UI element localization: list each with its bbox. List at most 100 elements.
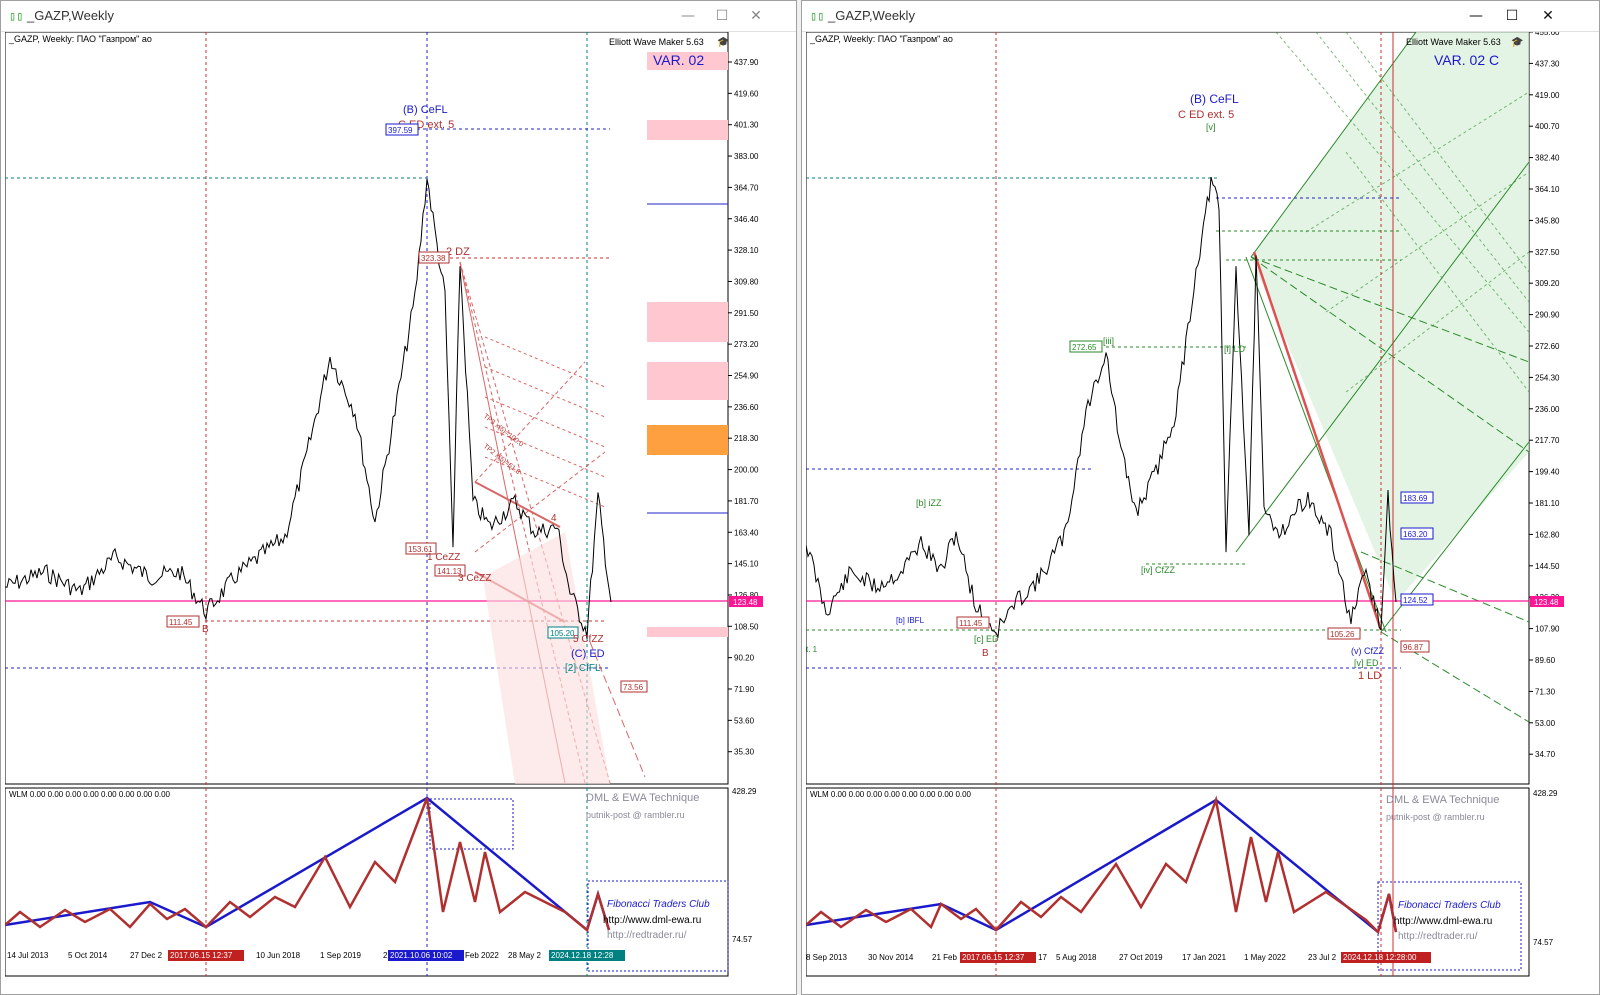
date-tick: 27 Oct 2019 (1119, 953, 1163, 962)
price-tick-label: 401.30 (734, 121, 759, 130)
wave-label-2-cffl: [2] CfFL (565, 663, 601, 674)
date-tick: 5 Aug 2018 (1056, 953, 1097, 962)
price-tick-label: 71.30 (1535, 687, 1556, 696)
price-tag-124: 124.52 (1403, 596, 1428, 605)
time-marker-3: 2024.12.18 12:28 (551, 951, 614, 960)
wave-label-b-cefl: (B) CeFL (1190, 92, 1239, 106)
chart-canvas[interactable]: (B) CeFL C ED ext. 5 397.59 2 DZ 323.38 … (5, 32, 793, 994)
price-tick-label: 419.00 (1535, 91, 1560, 100)
price-tick-label: 291.50 (734, 309, 759, 318)
price-tick-label: 126.80 (734, 591, 759, 600)
terminal-window-right: ▯▯ _GAZP,Weekly — ☐ ✕ (801, 0, 1600, 995)
price-tick-label: 181.70 (734, 497, 759, 506)
price-tag-183: 183.69 (1403, 494, 1428, 503)
date-tick: 27 Dec 2 (130, 951, 163, 960)
price-tick-label: 400.70 (1535, 122, 1560, 131)
price-tick-label: 309.20 (1535, 279, 1560, 288)
price-tag-111: 111.45 (959, 619, 983, 628)
price-tick-label: 328.10 (734, 246, 759, 255)
wave-label-iii: [iii] (1103, 336, 1114, 346)
price-tag-105: 105.20 (550, 629, 575, 638)
window-title: _GAZP,Weekly (27, 8, 114, 23)
ewm-label: Elliott Wave Maker 5.63 (609, 37, 704, 47)
price-tag-111: 111.45 (169, 618, 193, 627)
price-tick-label: 309.80 (734, 277, 759, 286)
date-tick: 17 (1038, 953, 1047, 962)
club-url-1[interactable]: http://www.dml-ewa.ru (603, 915, 701, 926)
price-tick-label: 34.70 (1535, 750, 1556, 759)
maximize-button[interactable]: ☐ (715, 8, 729, 24)
price-tick-label: 53.60 (734, 716, 755, 725)
minimize-button[interactable]: — (681, 8, 695, 24)
price-tick-label: 200.00 (734, 466, 759, 475)
credit-title: DML & EWA Technique (1386, 794, 1499, 806)
wave-label-i-ld: [i] LD (1224, 344, 1246, 354)
wave-label-c-ed: [c] ED (974, 634, 999, 644)
chart-canvas[interactable]: (B) CeFL C ED ext. 5 [v] 272.65 [iii] [i… (806, 32, 1596, 994)
price-tick-label: 437.30 (1535, 59, 1560, 68)
maximize-button[interactable]: ☐ (1505, 8, 1519, 24)
price-tick-label: 107.90 (1535, 625, 1560, 634)
price-tick-label: 290.90 (1535, 311, 1560, 320)
price-tick-label: 254.90 (734, 372, 759, 381)
date-tick: 23 Jul 2 (1308, 953, 1337, 962)
club-label: Fibonacci Traders Club (607, 899, 710, 910)
window-titlebar[interactable]: ▯▯ _GAZP,Weekly — ☐ ✕ (1, 1, 796, 32)
club-url-2[interactable]: http://redtrader.ru/ (607, 930, 687, 941)
price-tag-top: 397.59 (388, 126, 413, 135)
wave-label-v: [v] (1206, 122, 1216, 132)
price-tick-label: 218.30 (734, 434, 759, 443)
price-tick-label: 236.60 (734, 403, 759, 412)
price-tick-label: 419.60 (734, 89, 759, 98)
time-marker-2: 2021.10.06 10:02 (390, 951, 453, 960)
close-button[interactable]: ✕ (750, 8, 762, 24)
chart-window-icon: ▯▯ (810, 9, 825, 23)
price-tick-label: 217.70 (1535, 436, 1560, 445)
price-tick-label: 53.00 (1535, 719, 1556, 728)
date-tick: 5 Oct 2014 (68, 951, 108, 960)
wave-label-1-cezz: 1 CeZZ (427, 552, 460, 563)
price-tick-label: 199.40 (1535, 468, 1560, 477)
terminal-window-left: ▯▯ _GAZP,Weekly — ☐ ✕ (0, 0, 797, 995)
price-tick-label: 89.60 (1535, 656, 1556, 665)
price-tick-label: 364.70 (734, 183, 759, 192)
wave-label-t1: t. 1 (806, 645, 818, 654)
price-tick-label: 345.80 (1535, 216, 1560, 225)
indicator-header: WLM 0.00 0.00 0.00 0.00 0.00 0.00 0.00 0… (810, 790, 972, 799)
current-price-tag: 123.48 (733, 598, 758, 607)
wave-label-1-ld: 1 LD (1358, 670, 1381, 682)
wave-label-B: B (982, 648, 989, 659)
variant-label: VAR. 02 C (1434, 52, 1499, 68)
credit-title: DML & EWA Technique (586, 792, 699, 804)
date-tick: 28 May 2 (508, 951, 541, 960)
wave-label-b-izz: [b] iZZ (916, 498, 942, 508)
price-tick-label: 162.80 (1535, 530, 1560, 539)
date-tick: 10 Jun 2018 (256, 951, 301, 960)
wave-label-b: B (202, 624, 209, 635)
indicator-header: WLM 0.00 0.00 0.00 0.00 0.00 0.00 0.00 0… (9, 790, 171, 799)
club-url-1[interactable]: http://www.dml-ewa.ru (1394, 916, 1492, 927)
price-tick-label: 364.10 (1535, 185, 1560, 194)
date-tick: 21 Feb (932, 953, 957, 962)
date-tick: 14 Jul 2013 (7, 951, 49, 960)
window-title: _GAZP,Weekly (828, 8, 915, 23)
variant-label: VAR. 02 (653, 52, 704, 68)
close-button[interactable]: ✕ (1542, 8, 1554, 24)
price-tick-label: 455.60 (1535, 32, 1560, 37)
price-tick-label: 71.90 (734, 685, 755, 694)
price-tag-323: 323.38 (421, 254, 446, 263)
club-url-2[interactable]: http://redtrader.ru/ (1398, 931, 1478, 942)
wave-label-b-ibfl: [b] IBFL (896, 616, 925, 625)
price-tag-153: 153.61 (408, 545, 433, 554)
credit-email: putnik-post @ rambler.ru (586, 810, 685, 820)
credit-email: putnik-post @ rambler.ru (1386, 812, 1485, 822)
wave-label-v-cfzz: (v) CfZZ (1351, 646, 1384, 656)
price-tag-96: 96.87 (1403, 643, 1424, 652)
minimize-button[interactable]: — (1469, 8, 1483, 24)
window-titlebar[interactable]: ▯▯ _GAZP,Weekly — ☐ ✕ (802, 1, 1599, 32)
price-tick-label: 327.50 (1535, 248, 1560, 257)
price-tag-141: 141.13 (437, 567, 462, 576)
price-tick-label: 35.30 (734, 748, 755, 757)
date-tick: 30 Nov 2014 (868, 953, 914, 962)
wave-label-c-ed: (C) ED (571, 648, 605, 660)
